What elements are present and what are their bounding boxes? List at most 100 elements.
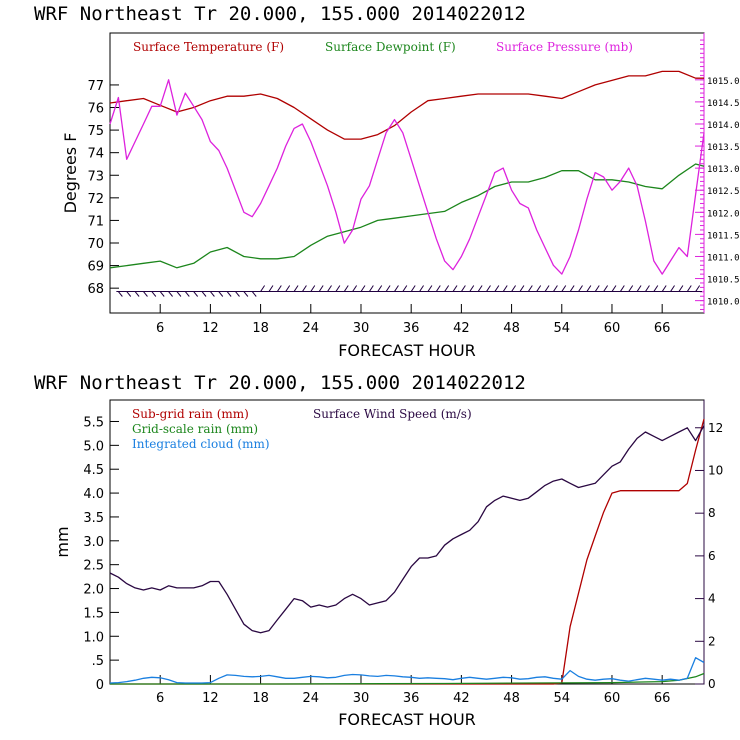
chart1-wind-barb bbox=[343, 285, 349, 292]
chart1-wind-barb bbox=[360, 285, 366, 292]
chart1-wind-barb bbox=[218, 291, 224, 297]
chart1-x-tick-label: 48 bbox=[503, 321, 520, 336]
chart1-wind-barb bbox=[628, 285, 634, 292]
chart2-x-tick-label: 6 bbox=[156, 691, 164, 706]
chart1-legend-surface-pressure-mb: Surface Pressure (mb) bbox=[496, 40, 633, 54]
chart1-y-axis-label: Degrees F bbox=[61, 133, 80, 214]
chart1-x-tick-label: 54 bbox=[554, 321, 571, 336]
chart1-x-tick-label: 36 bbox=[403, 321, 420, 336]
chart1-x-tick-label: 24 bbox=[303, 321, 320, 336]
chart1-y2-tick-label: 1013.0 bbox=[707, 165, 740, 175]
chart1-y-tick-label: 76 bbox=[87, 102, 104, 117]
chart2-y2-tick-label: 4 bbox=[708, 592, 716, 606]
chart1-wind-barb bbox=[394, 285, 399, 292]
chart1-wind-barb bbox=[134, 291, 140, 297]
chart1-wind-barb bbox=[460, 285, 466, 292]
chart1-wind-barb bbox=[544, 285, 550, 292]
chart1-wind-barb bbox=[536, 285, 542, 292]
chart2-y2-tick-label: 6 bbox=[708, 549, 716, 563]
chart1-wind-barb bbox=[519, 285, 525, 292]
chart1-x-tick-label: 30 bbox=[353, 321, 370, 336]
chart1-wind-barb bbox=[569, 285, 575, 292]
chart1-title: WRF Northeast Tr 20.000, 155.000 2014022… bbox=[34, 3, 526, 25]
chart1-wind-barb bbox=[352, 285, 358, 292]
chart1-x-tick-label: 66 bbox=[654, 321, 671, 336]
chart1-wind-barb bbox=[176, 291, 182, 297]
chart1-wind-barb bbox=[151, 291, 157, 297]
chart1-series-surface-dewpoint-f bbox=[109, 163, 705, 269]
chart2-x-tick-label: 36 bbox=[403, 691, 420, 706]
chart1-wind-barb bbox=[210, 291, 215, 297]
chart1-series-surface-temperature-f bbox=[109, 70, 704, 140]
chart1-wind-barb bbox=[318, 285, 324, 292]
chart1-wind-barb bbox=[552, 285, 558, 292]
chart1-wind-barb bbox=[293, 285, 299, 292]
chart2-y2-tick-label: 12 bbox=[708, 421, 723, 435]
chart1-wind-barb bbox=[435, 285, 441, 292]
chart2-x-tick-label: 42 bbox=[453, 691, 470, 706]
chart1-y-tick-label: 73 bbox=[87, 169, 104, 184]
chart1-wind-barb bbox=[260, 285, 266, 292]
chart1-wind-barb bbox=[335, 285, 341, 292]
chart1-wind-barb bbox=[619, 285, 625, 292]
chart1-wind-barb bbox=[636, 285, 642, 292]
chart1-wind-barb bbox=[586, 285, 592, 292]
chart2-x-tick-label: 30 bbox=[353, 691, 370, 706]
chart1-wind-barb bbox=[327, 285, 332, 292]
chart1-y-tick-label: 70 bbox=[87, 237, 104, 252]
chart1-wind-barb bbox=[310, 285, 316, 292]
chart1-y2-tick-label: 1014.0 bbox=[707, 121, 740, 131]
chart1-wind-barb bbox=[402, 285, 408, 292]
chart1-wind-barb bbox=[193, 291, 199, 297]
chart2-x-tick-label: 60 bbox=[604, 691, 621, 706]
chart2-series-surface-wind-speed-m-s bbox=[109, 425, 705, 634]
chart1-wind-barb bbox=[377, 285, 383, 292]
chart1-wind-barb bbox=[695, 285, 701, 292]
chart2-x-tick-label: 48 bbox=[503, 691, 520, 706]
chart1-wind-barb bbox=[159, 291, 165, 297]
chart2-title: WRF Northeast Tr 20.000, 155.000 2014022… bbox=[34, 372, 526, 394]
chart1-plot-frame bbox=[109, 32, 705, 314]
chart1-x-axis-label: FORECAST HOUR bbox=[338, 341, 476, 360]
chart2-y-tick-label: 5.5 bbox=[83, 415, 104, 430]
chart2-y-tick-label: 2.5 bbox=[83, 559, 104, 574]
chart1-wind-barb bbox=[235, 291, 240, 297]
chart2-y-tick-label: 3.0 bbox=[83, 535, 104, 550]
chart1-x-tick-label: 12 bbox=[202, 321, 219, 336]
chart1-y-tick-label: 68 bbox=[87, 282, 104, 297]
chart1-legend-surface-dewpoint-f: Surface Dewpoint (F) bbox=[325, 40, 456, 54]
chart1-wind-barb bbox=[276, 285, 282, 292]
chart1-legend-surface-temperature-f: Surface Temperature (F) bbox=[133, 40, 284, 54]
chart1-wind-barb bbox=[645, 285, 650, 292]
chart1-wind-barb bbox=[143, 291, 148, 297]
chart1-wind-barb bbox=[427, 285, 433, 292]
chart2-series-integrated-cloud-mm bbox=[109, 657, 705, 684]
chart1-series-surface-pressure-mb bbox=[109, 79, 705, 275]
chart1-wind-barb bbox=[368, 285, 374, 292]
chart2-x-tick-label: 18 bbox=[252, 691, 269, 706]
chart2-y-tick-label: 3.5 bbox=[83, 511, 104, 526]
chart1-wind-barb bbox=[226, 291, 232, 297]
chart2-x-tick-label: 54 bbox=[554, 691, 571, 706]
chart1-x-tick-label: 18 bbox=[252, 321, 269, 336]
chart1-wind-barb bbox=[661, 285, 667, 292]
chart1-wind-barb bbox=[444, 285, 450, 292]
chart2-legend-grid-scale-rain-mm: Grid-scale rain (mm) bbox=[132, 422, 258, 436]
chart2-y2-tick-label: 8 bbox=[708, 506, 716, 520]
chart2-y-tick-label: 4.0 bbox=[83, 487, 104, 502]
chart2-y-tick-label: 4.5 bbox=[83, 463, 104, 478]
chart1-y2-tick-label: 1012.5 bbox=[707, 187, 740, 197]
chart1-wind-barb bbox=[410, 285, 416, 292]
chart1-wind-barb bbox=[126, 291, 132, 297]
chart2-y-tick-label: 1.5 bbox=[83, 606, 104, 621]
chart2-x-tick-label: 66 bbox=[654, 691, 671, 706]
chart1-wind-barb bbox=[268, 285, 274, 292]
chart1-wind-barb bbox=[184, 291, 190, 297]
chart1-wind-barb bbox=[302, 285, 307, 292]
chart1-wind-barb bbox=[494, 285, 500, 292]
chart2-y2-tick-label: 10 bbox=[708, 463, 723, 477]
chart1-wind-barb bbox=[511, 285, 516, 292]
chart1-wind-barb bbox=[243, 291, 249, 297]
chart1-y2-tick-label: 1010.5 bbox=[707, 276, 740, 286]
